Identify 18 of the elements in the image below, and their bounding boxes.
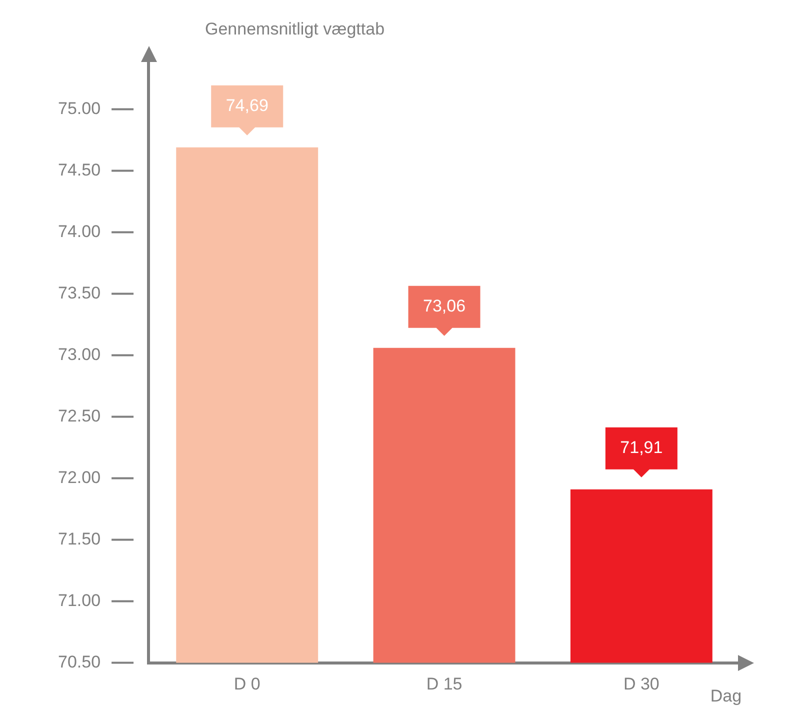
data-label: 71,91 [620,438,663,458]
y-tick-label: 72.00 [58,468,101,487]
y-axis-title: Gennemsnitligt vægttab [205,20,385,39]
y-tick-label: 75.00 [58,98,101,118]
x-tick-label: D 15 [426,674,462,694]
x-tick-label: D 0 [234,674,260,694]
y-tick-label: 70.50 [58,652,101,672]
y-tick-label: 74.00 [58,222,101,241]
x-tick-label: D 30 [623,674,660,694]
y-tick-label: 73.00 [58,344,101,364]
y-tick-label: 73.50 [58,283,101,302]
x-axis-title: Dag [710,686,742,706]
data-label: 74,69 [226,96,268,116]
data-label: 73,06 [422,296,466,316]
y-tick-label: 72.50 [58,406,101,426]
y-tick-label: 71.50 [58,529,101,548]
y-tick-label: 71.00 [58,590,101,610]
y-tick-label: 74.50 [58,160,101,180]
